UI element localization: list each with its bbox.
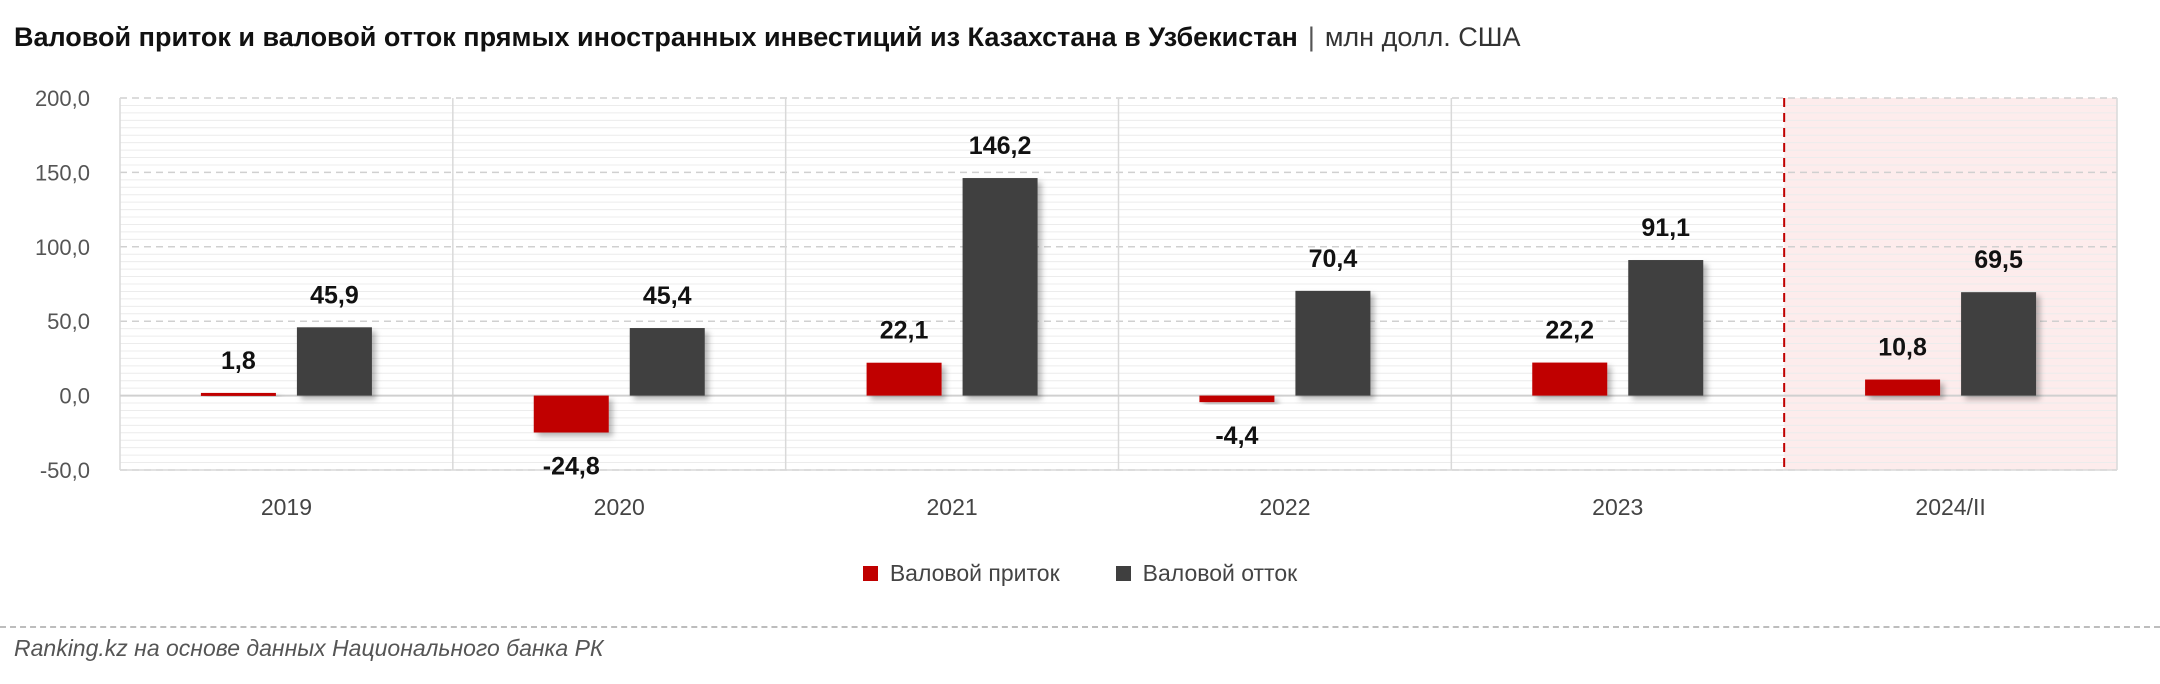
data-label-inflow: -4,4 [1215, 422, 1258, 450]
chart-legend: Валовой приток Валовой отток [0, 560, 2160, 587]
data-label-outflow: 146,2 [969, 132, 1032, 160]
y-tick-label: 100,0 [35, 235, 90, 260]
legend-label-inflow: Валовой приток [889, 560, 1060, 586]
y-tick-label: 0,0 [59, 384, 90, 409]
y-tick-label: -50,0 [40, 458, 90, 483]
data-label-outflow: 45,9 [310, 281, 359, 309]
y-tick-label: 150,0 [35, 160, 90, 185]
bar-inflow [1532, 362, 1608, 396]
legend-label-outflow: Валовой отток [1142, 560, 1298, 586]
chart-title-main: Валовой приток и валовой отток прямых ин… [14, 22, 1298, 52]
bar-inflow [533, 395, 609, 433]
data-label-inflow: 10,8 [1878, 334, 1927, 362]
bar-chart: -50,0 0,0 50,0 100,0 150,0 200,0 2019 2020 2021 2… [35, 86, 2118, 520]
x-tick-label: 2019 [261, 494, 312, 520]
bar-outflow [962, 178, 1038, 396]
data-label-inflow: 1,8 [221, 347, 256, 375]
legend-swatch-outflow [1115, 566, 1131, 581]
data-label-outflow: 45,4 [643, 282, 692, 310]
bar-outflow [629, 328, 705, 396]
y-tick-label: 200,0 [35, 86, 90, 111]
bar-outflow [1295, 290, 1371, 396]
bar-outflow [1628, 260, 1704, 396]
data-label-outflow: 70,4 [1309, 245, 1358, 273]
data-label-inflow: 22,2 [1545, 317, 1594, 345]
bar-inflow [866, 362, 942, 396]
data-label-inflow: 22,1 [880, 317, 929, 345]
x-tick-label: 2020 [594, 494, 645, 520]
data-label-outflow: 91,1 [1641, 214, 1690, 242]
x-tick-label: 2023 [1592, 494, 1643, 520]
source-note: Ranking.kz на основе данных Национальног… [14, 635, 604, 661]
legend-item-inflow: Валовой приток [862, 560, 1060, 587]
grid [119, 97, 2118, 471]
x-tick-label: 2021 [926, 494, 977, 520]
x-tick-label: 2022 [1259, 494, 1310, 520]
chart-title-unit: млн долл. США [1324, 22, 1521, 52]
bar-inflow [200, 392, 276, 396]
chart-title: Валовой приток и валовой отток прямых ин… [14, 22, 1521, 53]
data-label-inflow: -24,8 [543, 453, 600, 481]
chart-title-separator: | [1307, 22, 1315, 52]
legend-item-outflow: Валовой отток [1115, 560, 1298, 587]
y-tick-label: 50,0 [47, 309, 90, 334]
bar-inflow [1199, 395, 1275, 403]
data-label-outflow: 69,5 [1974, 246, 2023, 274]
legend-swatch-inflow [862, 566, 878, 581]
x-tick-label: 2024/II [1915, 494, 1985, 520]
bar-outflow [296, 327, 372, 396]
bar-outflow [1961, 292, 2037, 396]
footer-divider [0, 626, 2160, 628]
bar-inflow [1865, 379, 1941, 396]
